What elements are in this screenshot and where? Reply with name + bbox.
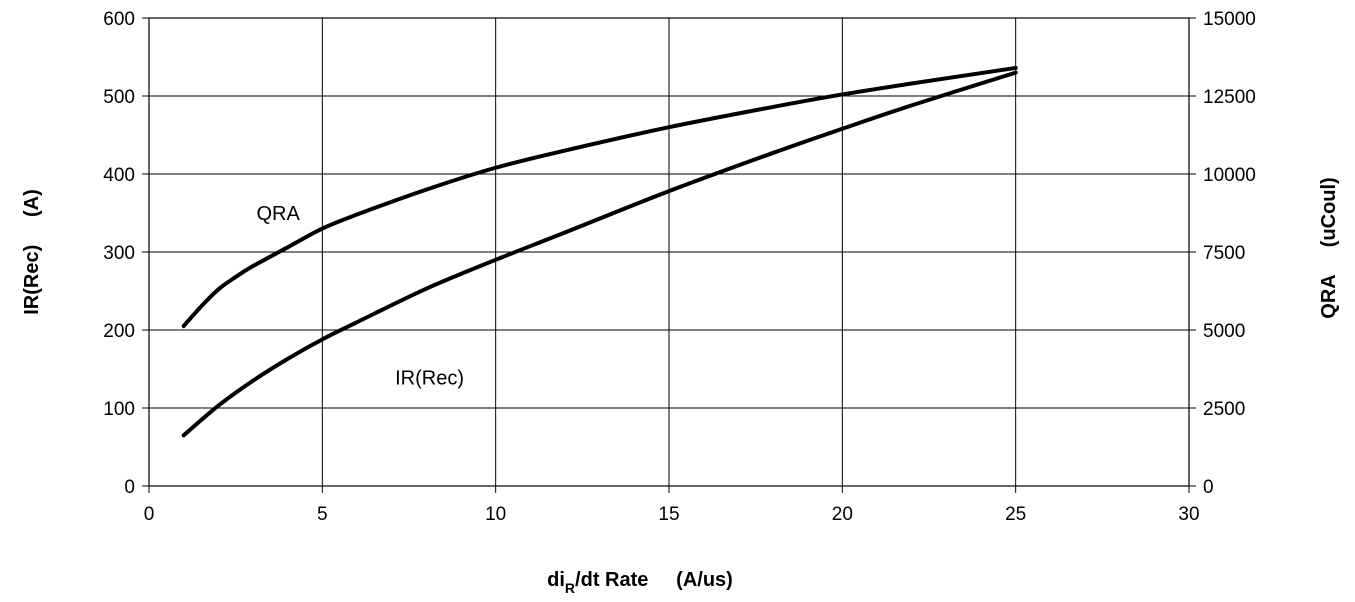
y-right-tick-label: 2500 (1203, 399, 1245, 420)
series-lines (181, 65, 1018, 438)
x-axis-label-subscript: R (565, 580, 575, 596)
y-axis-right-label: QRA (uCoul) (1318, 177, 1340, 318)
y-right-tick-label: 12500 (1203, 87, 1256, 108)
y-axis-left: 0 100 200 300 400 500 600 (103, 9, 149, 498)
y-left-tick-label: 0 (124, 477, 135, 498)
y-left-tick-label: 200 (103, 321, 135, 342)
x-tick-label: 5 (317, 504, 328, 525)
y-right-tick-label: 15000 (1203, 9, 1256, 30)
y-right-tick-label: 7500 (1203, 243, 1245, 264)
x-axis-label: diR/dt Rate (A/us) (547, 569, 733, 596)
x-tick-label: 10 (485, 504, 506, 525)
x-tick-label: 15 (658, 504, 679, 525)
x-axis: 0 5 10 15 20 25 30 (144, 486, 1200, 525)
x-tick-label: 25 (1005, 504, 1026, 525)
y-axis-left-label: IR(Rec) (A) (21, 189, 43, 315)
y-right-tick-label: 0 (1203, 477, 1214, 498)
y-axis-right: 0 2500 5000 7500 10000 12500 15000 (1189, 9, 1256, 498)
series-line-ir-rec (181, 70, 1018, 438)
grid-lines (149, 18, 1189, 486)
y-left-tick-label: 300 (103, 243, 135, 264)
y-left-tick-label: 400 (103, 165, 135, 186)
y-left-tick-label: 500 (103, 87, 135, 108)
x-tick-label: 0 (144, 504, 155, 525)
annotations: QRA IR(Rec) (256, 203, 464, 390)
x-axis-label-main: di (547, 569, 565, 591)
annotation-label: IR(Rec) (395, 368, 464, 390)
x-axis-label-rest: /dt Rate (A/us) (575, 569, 733, 591)
series-line-qra (181, 65, 1018, 329)
y-left-tick-label: 100 (103, 399, 135, 420)
annotation-label: QRA (256, 203, 300, 225)
y-right-tick-label: 10000 (1203, 165, 1256, 186)
x-tick-label: 20 (832, 504, 853, 525)
x-tick-label: 30 (1178, 504, 1199, 525)
y-right-tick-label: 5000 (1203, 321, 1245, 342)
y-left-tick-label: 600 (103, 9, 135, 30)
